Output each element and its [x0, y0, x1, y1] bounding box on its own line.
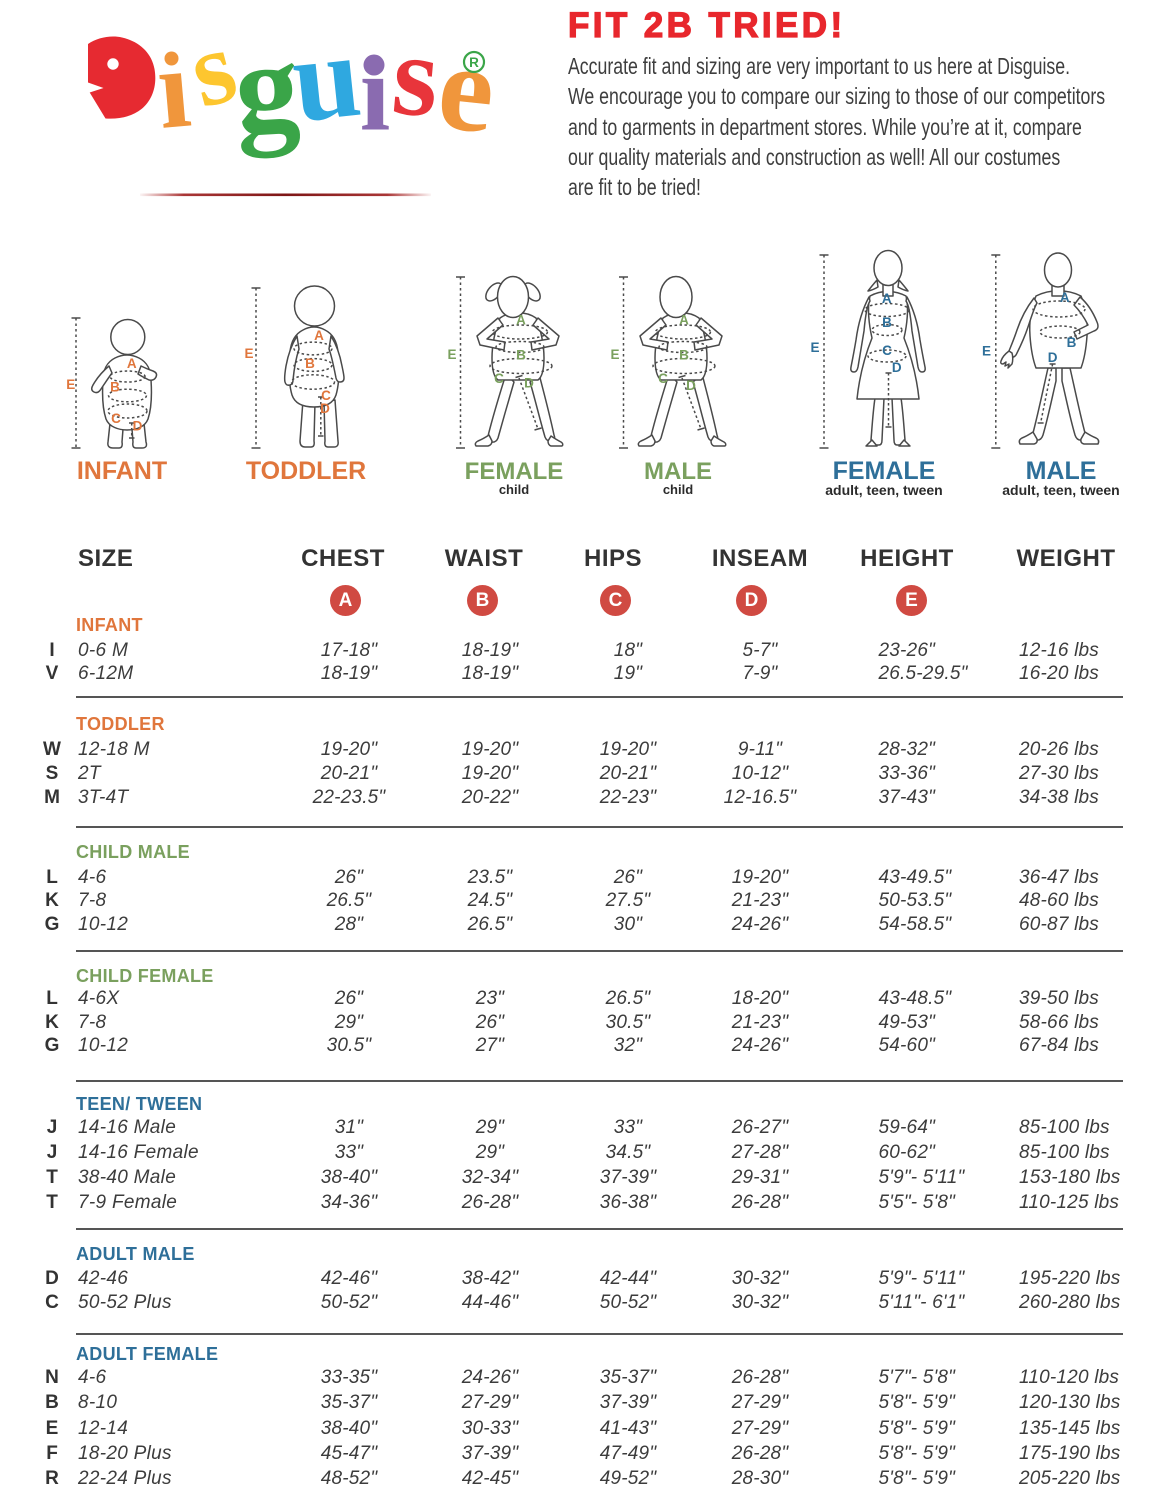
svg-text:E: E	[982, 344, 991, 359]
svg-text:B: B	[1067, 335, 1077, 350]
svg-text:A: A	[1060, 290, 1070, 305]
svg-text:B: B	[516, 348, 526, 363]
svg-text:s: s	[388, 11, 444, 142]
svg-text:E: E	[810, 340, 819, 355]
svg-text:D: D	[1048, 350, 1058, 365]
svg-text:C: C	[882, 343, 892, 358]
svg-text:A: A	[314, 328, 324, 343]
svg-text:B: B	[305, 356, 315, 371]
svg-text:u: u	[286, 8, 366, 147]
svg-text:D: D	[133, 419, 143, 434]
svg-text:E: E	[447, 347, 456, 362]
svg-text:C: C	[494, 371, 504, 386]
svg-text:B: B	[882, 315, 892, 330]
svg-text:C: C	[658, 371, 668, 386]
svg-text:A: A	[127, 356, 137, 371]
svg-text:A: A	[679, 313, 689, 328]
svg-text:ı: ı	[360, 32, 391, 154]
svg-text:E: E	[244, 346, 253, 361]
svg-text:D: D	[686, 378, 696, 393]
svg-text:E: E	[610, 347, 619, 362]
svg-text:A: A	[882, 291, 892, 306]
svg-text:E: E	[66, 377, 75, 392]
svg-text:C: C	[111, 411, 121, 426]
svg-text:C: C	[321, 388, 331, 403]
svg-text:D: D	[524, 375, 534, 390]
svg-text:B: B	[110, 380, 120, 395]
svg-text:R: R	[469, 55, 479, 70]
svg-text:D: D	[320, 401, 330, 416]
svg-text:A: A	[516, 313, 526, 328]
svg-text:B: B	[679, 348, 689, 363]
svg-text:g: g	[231, 14, 302, 159]
svg-text:D: D	[892, 360, 902, 375]
